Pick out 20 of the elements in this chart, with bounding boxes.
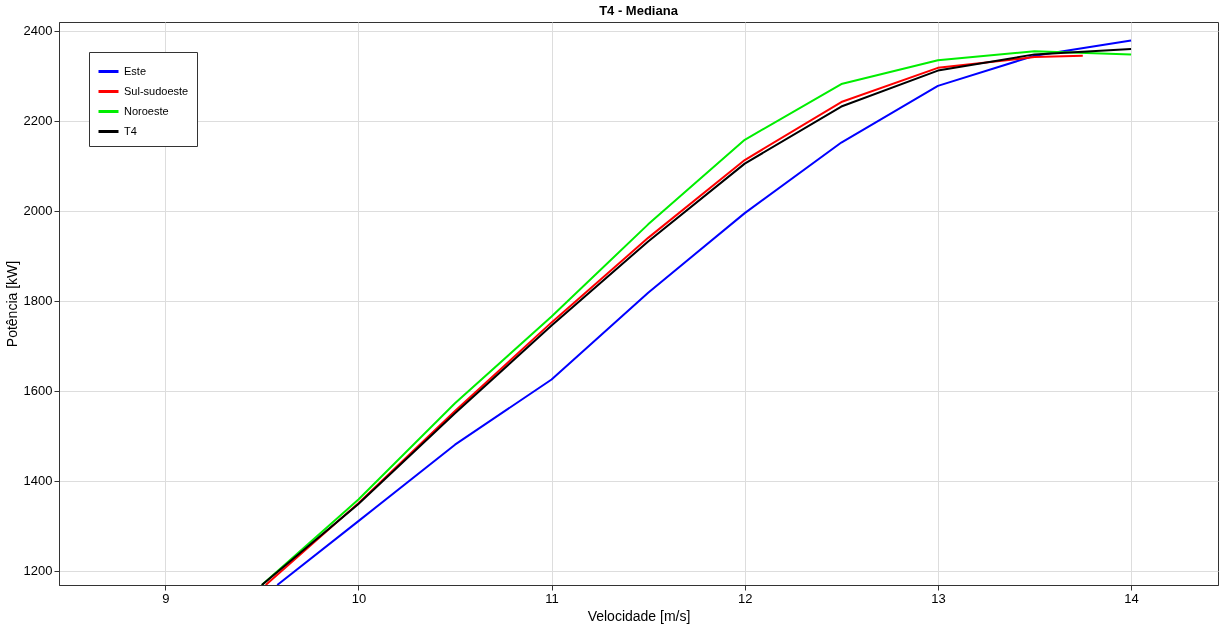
- legend-label: T4: [124, 124, 137, 137]
- x-tick-label: 14: [1124, 590, 1139, 606]
- y-tick-label: 2200: [23, 113, 53, 129]
- y-axis-title: Potência [kW]: [3, 260, 20, 348]
- y-tick-label: 1600: [23, 383, 53, 399]
- chart-title: T4 - Mediana: [599, 3, 679, 18]
- x-tick-label: 9: [162, 590, 170, 606]
- y-tick-label: 2000: [23, 203, 53, 219]
- y-tick-label: 2400: [23, 23, 53, 39]
- y-tick-label: 1400: [23, 473, 53, 489]
- x-axis-title: Velocidade [m/s]: [587, 607, 691, 624]
- legend-label: Este: [124, 64, 147, 77]
- x-tick-label: 10: [351, 590, 367, 606]
- legend-label: Sul-sudoeste: [124, 84, 189, 97]
- y-tick-label: 1800: [23, 293, 53, 309]
- x-tick-label: 11: [545, 590, 559, 606]
- x-tick-label: 12: [738, 590, 753, 606]
- x-tick-label: 13: [931, 590, 946, 606]
- legend-label: Noroeste: [124, 104, 169, 117]
- y-tick-label: 1200: [23, 563, 53, 579]
